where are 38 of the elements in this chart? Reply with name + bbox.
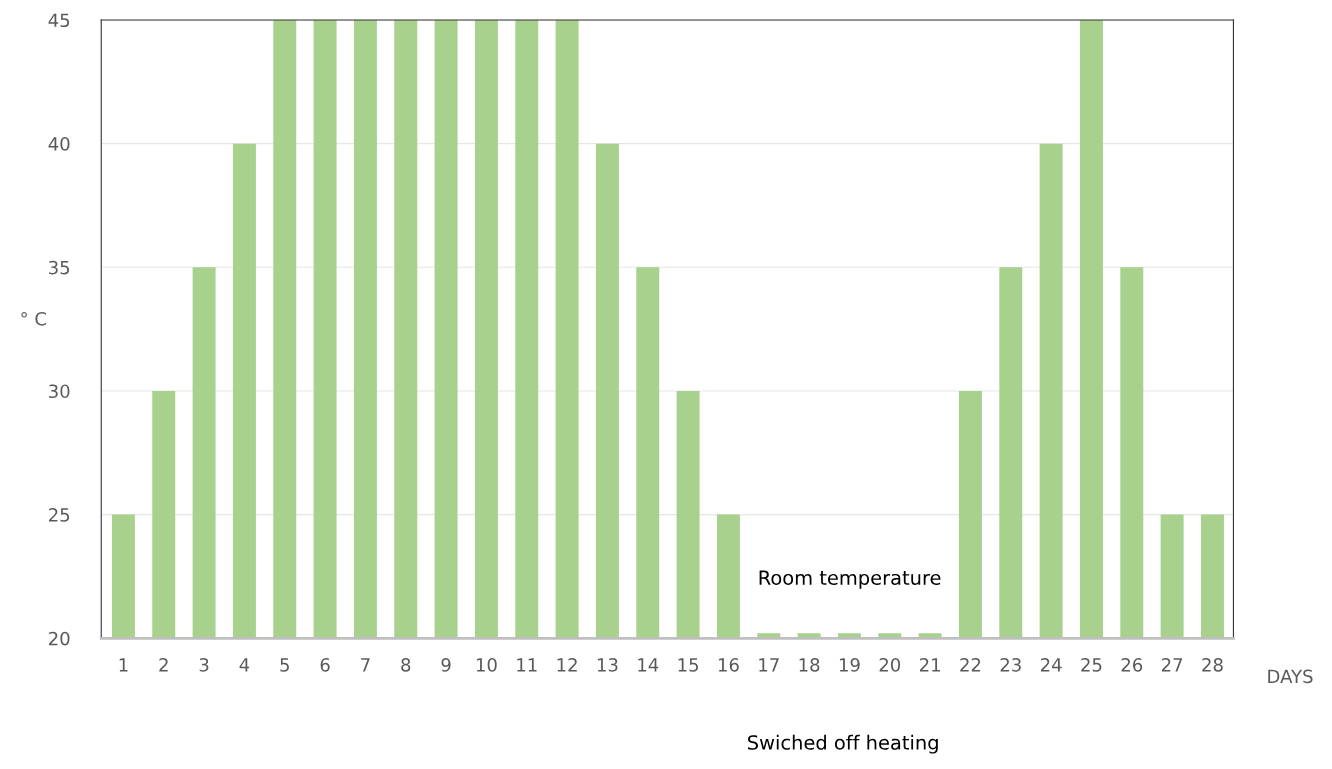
x-tick-label: 2: [159, 658, 168, 672]
x-tick-label: 15: [678, 658, 699, 672]
x-tick-label: 10: [476, 658, 497, 672]
x-tick-label: 19: [839, 658, 860, 672]
x-tick-label: 6: [320, 658, 330, 672]
y-axis-title: ° C: [21, 311, 47, 326]
x-tick-label: 14: [638, 658, 659, 672]
x-tick-label: 18: [799, 658, 820, 672]
x-tick-label: 23: [1000, 658, 1021, 672]
x-tick-label: 21: [919, 658, 940, 672]
x-tick-label: 24: [1040, 658, 1062, 672]
x-tick-label: 9: [441, 658, 451, 672]
text: Swiched off heating: [748, 734, 938, 754]
x-tick-label: 27: [1161, 658, 1183, 672]
y-tick-label: 40: [48, 137, 70, 151]
y-tick-label: 20: [49, 631, 70, 646]
x-tick-label: 16: [718, 658, 739, 672]
x-tick-label: 17: [759, 658, 779, 672]
y-tick-label: 30: [49, 384, 70, 399]
y-tick-label: 25: [49, 508, 70, 522]
annotation: Room temperature: [759, 570, 941, 589]
x-tick-label: 28: [1202, 658, 1223, 672]
x-tick-label: 7: [361, 658, 370, 672]
x-tick-label: 12: [557, 658, 577, 672]
x-tick-label: 4: [239, 658, 250, 672]
x-tick-label: 25: [1081, 658, 1102, 672]
x-tick-label: 1: [119, 658, 128, 672]
x-tick-label: 26: [1121, 658, 1143, 672]
x-tick-label: 3: [199, 658, 209, 672]
x-tick-label: 8: [401, 658, 411, 672]
x-tick-label: 13: [597, 658, 618, 672]
y-tick-label: 45: [48, 13, 70, 28]
x-axis-title: DAYS: [1268, 669, 1313, 684]
x-tick-label: 20: [879, 658, 901, 672]
x-tick-label: 11: [517, 658, 537, 672]
x-tick-label: 22: [960, 658, 981, 672]
y-tick-label: 35: [49, 260, 70, 275]
x-tick-label: 5: [280, 658, 289, 672]
